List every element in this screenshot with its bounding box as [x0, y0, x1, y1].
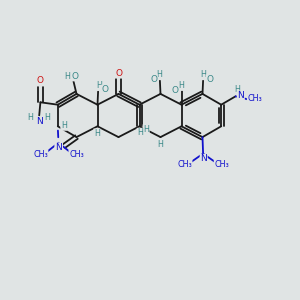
Text: H: H [64, 72, 70, 81]
Text: O: O [101, 85, 108, 94]
Text: H: H [156, 70, 162, 80]
Text: O: O [55, 144, 62, 153]
Text: N: N [56, 143, 62, 152]
Text: O: O [71, 72, 79, 81]
Text: N: N [200, 154, 207, 164]
Text: CH₃: CH₃ [248, 94, 262, 103]
Text: H: H [27, 113, 33, 122]
Text: CH₃: CH₃ [33, 150, 48, 159]
Text: H: H [94, 129, 100, 138]
Text: H: H [157, 140, 163, 149]
Text: O: O [115, 69, 122, 78]
Text: H: H [200, 70, 206, 80]
Text: CH₃: CH₃ [214, 160, 229, 169]
Text: H: H [143, 125, 149, 134]
Text: H: H [178, 81, 184, 90]
Text: H: H [137, 128, 143, 137]
Text: H: H [234, 85, 240, 94]
Text: O: O [37, 76, 44, 85]
Text: O: O [171, 86, 178, 95]
Text: H: H [44, 113, 50, 122]
Text: N: N [237, 91, 244, 100]
Text: H: H [96, 81, 102, 90]
Text: CH₃: CH₃ [69, 150, 84, 159]
Text: CH₃: CH₃ [177, 160, 192, 169]
Text: H: H [61, 121, 67, 130]
Text: N: N [36, 117, 43, 126]
Text: O: O [150, 75, 157, 84]
Text: O: O [206, 75, 213, 84]
